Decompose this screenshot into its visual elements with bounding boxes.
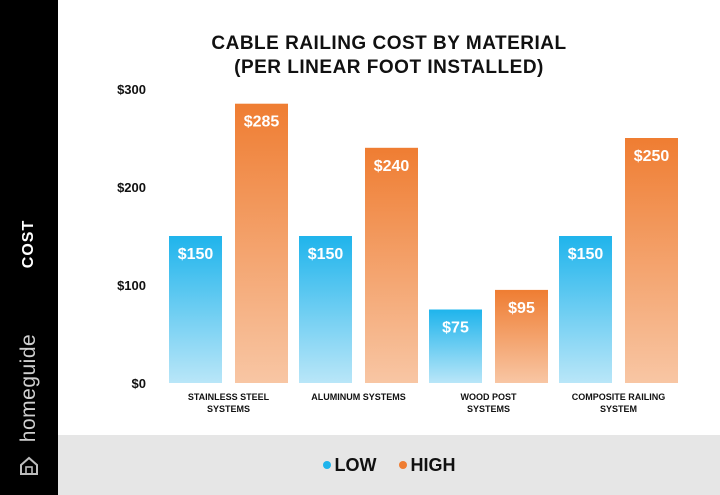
legend-label-low: LOW <box>334 454 377 475</box>
bar-low <box>169 236 222 383</box>
data-label: $150 <box>308 246 344 263</box>
brand-logo-text: homeguide <box>17 333 40 443</box>
category-label-line: ALUMINUM SYSTEMS <box>311 392 406 402</box>
bar-low <box>299 236 352 383</box>
category-label: ALUMINUM SYSTEMS <box>311 392 406 402</box>
legend-label-high: HIGH <box>410 454 456 475</box>
bar-low <box>429 309 482 383</box>
legend-band: LOW HIGH <box>58 435 720 495</box>
chart-subtitle: (PER LINEAR FOOT INSTALLED) <box>234 57 544 78</box>
category-label: COMPOSITE RAILING SYSTEM <box>572 392 666 414</box>
data-label: $150 <box>568 246 604 263</box>
data-label: $250 <box>634 148 670 165</box>
category-label-line: COMPOSITE RAILING <box>572 392 666 402</box>
sidebar: COST homeguide <box>0 0 58 495</box>
house-icon <box>20 456 38 475</box>
chart-area: CABLE RAILING COST BY MATERIAL (PER LINE… <box>58 0 720 495</box>
category-label-line: SYSTEM <box>600 404 637 414</box>
category-label-line: STAINLESS STEEL <box>188 392 270 402</box>
y-tick-label: $200 <box>117 180 146 195</box>
y-tick-label: $100 <box>117 278 146 293</box>
chart-title: CABLE RAILING COST BY MATERIAL <box>211 33 567 54</box>
data-label: $240 <box>374 158 410 175</box>
legend-item-low: LOW <box>322 454 377 476</box>
legend-swatch-low <box>322 461 331 469</box>
y-tick-label: $300 <box>117 82 146 97</box>
bar-high <box>365 147 418 383</box>
y-tick-label: $0 <box>132 376 146 391</box>
bar-high <box>235 103 288 383</box>
category-label: WOOD POST SYSTEMS <box>461 392 518 414</box>
category-label-line: SYSTEMS <box>207 404 250 414</box>
data-label: $150 <box>178 246 214 263</box>
category-label-line: WOOD POST <box>461 392 518 402</box>
data-label: $75 <box>442 320 469 337</box>
data-label: $95 <box>508 300 535 317</box>
legend-swatch-high <box>398 461 407 469</box>
bar-low <box>559 236 612 383</box>
data-label: $285 <box>244 114 280 131</box>
category-label-line: SYSTEMS <box>467 404 510 414</box>
bar-high <box>625 138 678 383</box>
category-label: STAINLESS STEEL SYSTEMS <box>188 392 270 414</box>
legend-item-high: HIGH <box>398 454 456 476</box>
legend: LOW HIGH <box>58 435 720 495</box>
chart-title-block: CABLE RAILING COST BY MATERIAL (PER LINE… <box>58 32 720 80</box>
y-axis-title: COST <box>20 219 37 269</box>
bar-chart: $0 $100 $200 $300 $150 $285 $150 $240 $75 $95 $15… <box>117 82 678 414</box>
bar-high <box>495 289 548 383</box>
